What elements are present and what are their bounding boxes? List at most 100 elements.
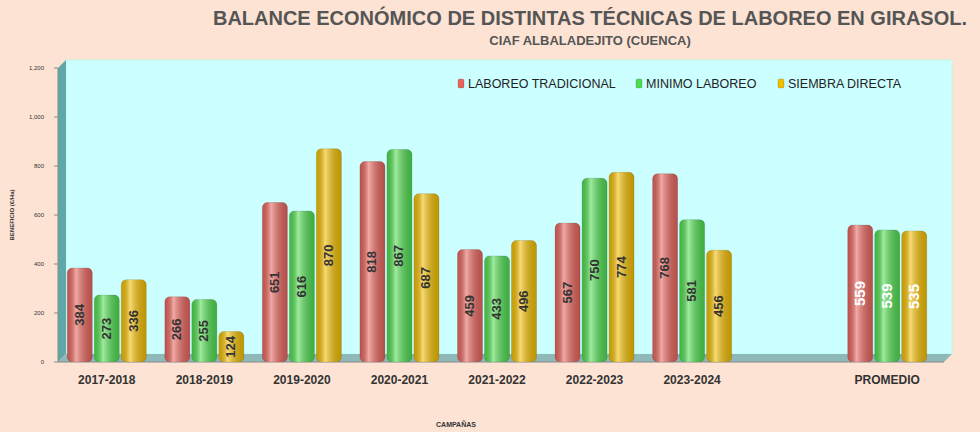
x-tick-label: 2022-2023 bbox=[566, 373, 624, 387]
data-label: 581 bbox=[684, 280, 699, 302]
y-tick-label: 400 bbox=[34, 261, 45, 267]
bar-shine bbox=[67, 268, 92, 362]
data-label: 539 bbox=[878, 283, 895, 308]
title: BALANCE ECONÓMICO DE DISTINTAS TÉCNICAS … bbox=[213, 6, 967, 29]
y-tick-label: 1,000 bbox=[29, 114, 45, 120]
y-tick bbox=[54, 215, 58, 216]
bar-shine bbox=[582, 178, 607, 362]
bar-shine bbox=[94, 295, 119, 362]
bar bbox=[680, 220, 705, 362]
data-label: 870 bbox=[321, 245, 336, 267]
data-label: 867 bbox=[391, 245, 406, 267]
y-tick bbox=[54, 68, 58, 69]
data-label: 616 bbox=[294, 276, 309, 298]
bar bbox=[485, 256, 510, 362]
data-label: 384 bbox=[72, 303, 87, 325]
bar bbox=[582, 178, 607, 362]
legend-label: LABOREO TRADICIONAL bbox=[468, 77, 616, 91]
bar bbox=[316, 149, 341, 362]
data-label: 651 bbox=[267, 271, 282, 293]
data-label: 459 bbox=[462, 295, 477, 317]
bars bbox=[67, 149, 926, 362]
y-tick-label: 600 bbox=[34, 212, 45, 218]
data-label: 750 bbox=[587, 259, 602, 281]
data-label: 818 bbox=[364, 251, 379, 273]
bar-shine bbox=[512, 240, 537, 362]
side-wall bbox=[58, 60, 66, 362]
y-tick bbox=[54, 264, 58, 265]
legend-swatch bbox=[458, 79, 464, 88]
bar-shine bbox=[848, 225, 873, 362]
bar-shine bbox=[414, 194, 439, 362]
bar-shine bbox=[707, 250, 732, 362]
bar-shine bbox=[555, 223, 580, 362]
data-label: 567 bbox=[560, 282, 575, 304]
bar-shine bbox=[680, 220, 705, 362]
x-tick-label: 2021-2022 bbox=[468, 373, 526, 387]
bar bbox=[94, 295, 119, 362]
y-tick bbox=[54, 117, 58, 118]
y-tick-label: 200 bbox=[34, 310, 45, 316]
bar bbox=[414, 194, 439, 362]
data-label: 266 bbox=[169, 319, 184, 341]
y-axis-title: BENEFICIO (€/Ha) bbox=[9, 189, 15, 240]
bar-shine bbox=[316, 149, 341, 362]
bar-shine bbox=[653, 174, 678, 362]
y-tick-label: 0 bbox=[41, 359, 45, 365]
bar bbox=[848, 225, 873, 362]
data-label: 496 bbox=[516, 290, 531, 312]
bar-shine bbox=[902, 231, 927, 362]
bar bbox=[192, 300, 217, 362]
data-label: 768 bbox=[657, 257, 672, 279]
bar-shine bbox=[289, 211, 314, 362]
data-label: 124 bbox=[223, 335, 238, 357]
data-label: 273 bbox=[99, 318, 114, 340]
data-label: 255 bbox=[196, 320, 211, 342]
x-axis-title: CAMPAÑAS bbox=[436, 420, 476, 428]
bar-shine bbox=[875, 230, 900, 362]
bar bbox=[165, 297, 190, 362]
bar bbox=[512, 240, 537, 362]
y-tick bbox=[54, 362, 58, 363]
bar-shine bbox=[485, 256, 510, 362]
legend-label: SIEMBRA DIRECTA bbox=[788, 77, 902, 91]
data-label: 336 bbox=[126, 310, 141, 332]
x-tick-label: 2018-2019 bbox=[176, 373, 234, 387]
bar-shine bbox=[192, 300, 217, 362]
bar bbox=[555, 223, 580, 362]
data-label: 433 bbox=[489, 298, 504, 320]
y-tick bbox=[54, 166, 58, 167]
data-label: 559 bbox=[851, 281, 868, 306]
y-tick bbox=[54, 313, 58, 314]
subtitle: CIAF ALBALADEJITO (CUENCA) bbox=[489, 33, 691, 48]
data-labels: 384 266 651 818 459 567 768 559 273 255 616 867 433 7… bbox=[72, 245, 922, 358]
legend-swatch bbox=[636, 79, 642, 88]
bar-shine bbox=[219, 332, 244, 362]
x-tick-label: 2023-2024 bbox=[663, 373, 721, 387]
y-tick-label: 1,200 bbox=[29, 65, 45, 71]
bar-shine bbox=[609, 172, 634, 362]
bar bbox=[262, 203, 287, 362]
bar bbox=[360, 162, 385, 362]
x-tick-label: 2017-2018 bbox=[78, 373, 136, 387]
bar-shine bbox=[458, 250, 483, 362]
bar-shine bbox=[165, 297, 190, 362]
bar bbox=[387, 150, 412, 362]
legend-label: MINIMO LABOREO bbox=[646, 77, 757, 91]
bar-shine bbox=[262, 203, 287, 362]
bar bbox=[653, 174, 678, 362]
bar bbox=[458, 250, 483, 362]
background bbox=[0, 0, 980, 432]
data-label: 456 bbox=[711, 295, 726, 317]
data-label: 535 bbox=[905, 284, 922, 309]
bar-shine bbox=[121, 280, 146, 362]
x-tick-label: 2020-2021 bbox=[371, 373, 429, 387]
bar bbox=[875, 230, 900, 362]
bar-shine bbox=[360, 162, 385, 362]
legend-swatch bbox=[778, 79, 784, 88]
x-tick-label: 2019-2020 bbox=[273, 373, 331, 387]
data-label: 687 bbox=[418, 267, 433, 289]
y-tick-label: 800 bbox=[34, 163, 45, 169]
bar bbox=[902, 231, 927, 362]
bar bbox=[121, 280, 146, 362]
